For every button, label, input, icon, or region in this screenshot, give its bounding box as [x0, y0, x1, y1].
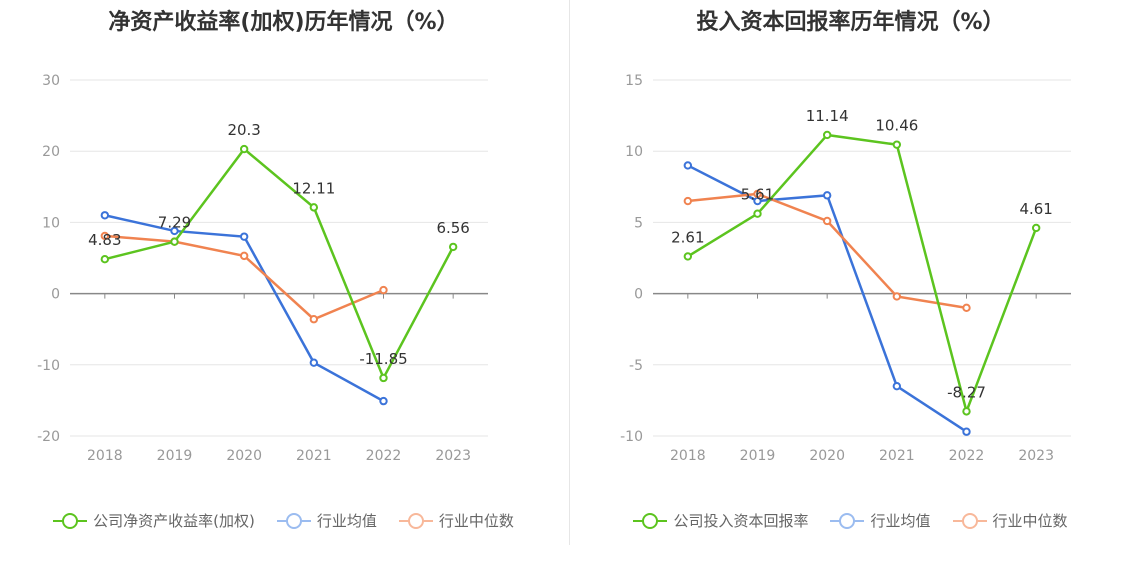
- legend-marker-icon: [633, 512, 668, 529]
- data-point: [892, 381, 902, 391]
- data-label: 7.29: [158, 214, 191, 232]
- data-label: 2.61: [671, 228, 704, 246]
- data-point: [892, 140, 902, 149]
- x-tick-label: 2021: [879, 448, 915, 464]
- chart-title: 投入资本回报率历年情况（%）: [696, 10, 1005, 35]
- legend-item-industry-average[interactable]: 行业均值: [830, 510, 931, 531]
- legend-label: 行业中位数: [992, 512, 1068, 530]
- data-point: [239, 144, 249, 154]
- y-tick-label: 10: [42, 215, 60, 231]
- data-label: 12.11: [292, 179, 335, 197]
- data-label: 11.14: [806, 107, 849, 125]
- legend-item-company[interactable]: 公司净资产收益率(加权): [53, 510, 255, 531]
- legend-item-industry-average[interactable]: 行业均值: [276, 510, 377, 531]
- roic-chart-panel: 投入资本回报率历年情况（%） -10 -5 0 5 10 15 2018 2019 2020 20…: [567, 0, 1134, 582]
- data-point: [379, 373, 388, 383]
- data-point: [239, 251, 249, 261]
- data-point: [100, 231, 110, 241]
- data-label: 10.46: [875, 117, 918, 135]
- legend-marker-icon: [830, 512, 865, 529]
- roic-line-chart: -10 -5 0 5 10 15 2018 2019 2020 2021 2022 2023 2.61 5…: [620, 73, 1071, 464]
- x-tick-label: 2018: [87, 448, 123, 464]
- data-point: [962, 407, 971, 416]
- roe-chart-panel: 净资产收益率(加权)历年情况（%） -20 -10 0 10 20 30 2018 2019 2…: [0, 10, 567, 531]
- x-tick-label: 2019: [740, 448, 776, 464]
- legend-label: 行业均值: [316, 512, 377, 530]
- data-point: [753, 189, 762, 199]
- series-line-0: [687, 133, 1038, 416]
- x-tick-label: 2020: [226, 448, 262, 464]
- y-tick-label: -5: [629, 358, 643, 374]
- x-tick-label: 2022: [366, 448, 402, 464]
- data-point: [100, 255, 110, 264]
- data-point: [962, 427, 971, 436]
- data-label: 20.3: [227, 121, 260, 139]
- data-point: [239, 232, 249, 241]
- y-tick-label: 0: [51, 287, 60, 303]
- y-tick-label: 30: [42, 73, 60, 89]
- legend-label: 行业中位数: [438, 512, 514, 530]
- y-tick-label: 5: [634, 215, 643, 231]
- data-point: [822, 216, 832, 226]
- legend-item-company[interactable]: 公司投入资本回报率: [633, 510, 808, 531]
- data-label: 6.56: [436, 219, 469, 237]
- data-point: [683, 252, 693, 261]
- legend-item-industry-median[interactable]: 行业中位数: [398, 510, 514, 531]
- legend-label: 公司投入资本回报率: [673, 512, 809, 530]
- data-label: -11.85: [359, 350, 407, 368]
- data-label: 4.61: [1019, 200, 1052, 218]
- x-tick-label: 2020: [809, 448, 845, 464]
- data-point: [892, 292, 902, 301]
- x-tick-label: 2018: [670, 448, 706, 464]
- y-tick-label: -20: [37, 429, 60, 445]
- legend-marker-icon: [952, 512, 987, 529]
- data-point: [309, 358, 319, 367]
- y-tick-label: 10: [625, 144, 643, 160]
- data-point: [170, 237, 179, 246]
- x-tick-label: 2022: [949, 448, 985, 464]
- data-point: [753, 209, 762, 218]
- data-point: [683, 196, 693, 206]
- data-label: 5.61: [741, 186, 774, 204]
- data-point: [962, 303, 971, 313]
- data-point: [379, 285, 388, 295]
- data-point: [822, 130, 832, 140]
- data-label: 4.83: [88, 231, 121, 249]
- x-tick-label: 2019: [157, 448, 193, 464]
- y-tick-label: 20: [42, 144, 60, 160]
- roe-line-chart: -20 -10 0 10 20 30 2018 2019 2020 2021 2022 2023 4.8…: [37, 73, 488, 464]
- x-tick-label: 2021: [296, 448, 332, 464]
- data-point: [170, 226, 179, 236]
- y-tick-label: 0: [634, 287, 643, 303]
- data-point: [448, 242, 458, 252]
- data-point: [309, 315, 319, 324]
- chart-legend: 公司净资产收益率(加权) 行业均值 行业中位数: [0, 510, 567, 531]
- legend-marker-icon: [53, 512, 88, 529]
- chart-title: 净资产收益率(加权)历年情况（%）: [108, 10, 459, 35]
- chart-legend: 公司投入资本回报率 行业均值 行业中位数: [567, 510, 1134, 531]
- data-label: -8.27: [947, 383, 986, 401]
- data-point: [822, 191, 832, 200]
- x-tick-label: 2023: [435, 448, 471, 464]
- legend-item-industry-median[interactable]: 行业中位数: [952, 510, 1068, 531]
- y-tick-label: -10: [620, 429, 643, 445]
- legend-marker-icon: [398, 512, 433, 529]
- x-tick-label: 2023: [1018, 448, 1054, 464]
- panel-divider: [569, 0, 570, 545]
- legend-label: 公司净资产收益率(加权): [93, 512, 255, 530]
- data-point: [683, 161, 693, 170]
- series-line-0: [104, 147, 455, 381]
- legend-label: 行业均值: [870, 512, 931, 530]
- y-tick-label: -10: [37, 358, 60, 374]
- data-point: [1031, 223, 1041, 233]
- data-point: [379, 396, 388, 406]
- data-point: [100, 211, 110, 220]
- legend-marker-icon: [276, 512, 311, 529]
- data-point: [309, 203, 319, 212]
- y-tick-label: 15: [625, 73, 643, 89]
